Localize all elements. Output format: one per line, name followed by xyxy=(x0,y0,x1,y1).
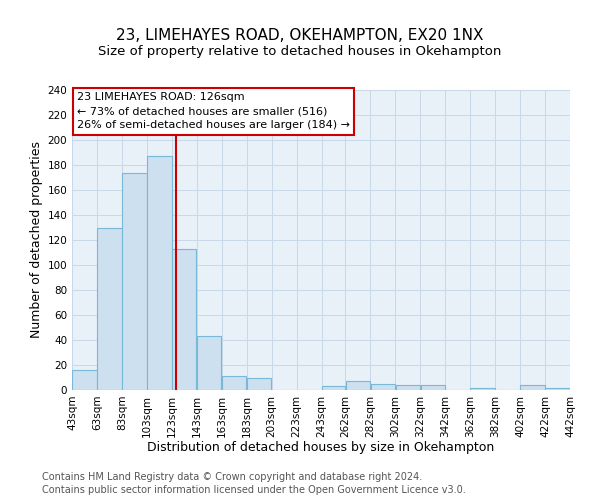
X-axis label: Distribution of detached houses by size in Okehampton: Distribution of detached houses by size … xyxy=(148,441,494,454)
Text: 23, LIMEHAYES ROAD, OKEHAMPTON, EX20 1NX: 23, LIMEHAYES ROAD, OKEHAMPTON, EX20 1NX xyxy=(116,28,484,42)
Bar xyxy=(520,385,545,390)
Text: Contains public sector information licensed under the Open Government Licence v3: Contains public sector information licen… xyxy=(42,485,466,495)
Bar xyxy=(322,386,345,390)
Bar xyxy=(97,228,122,390)
Bar xyxy=(122,172,146,390)
Bar xyxy=(247,378,271,390)
Text: 23 LIMEHAYES ROAD: 126sqm
← 73% of detached houses are smaller (516)
26% of semi: 23 LIMEHAYES ROAD: 126sqm ← 73% of detac… xyxy=(77,92,350,130)
Bar xyxy=(346,381,370,390)
Bar xyxy=(421,385,445,390)
Text: Size of property relative to detached houses in Okehampton: Size of property relative to detached ho… xyxy=(98,45,502,58)
Bar xyxy=(172,248,196,390)
Bar xyxy=(73,370,97,390)
Bar xyxy=(197,336,221,390)
Bar xyxy=(222,376,247,390)
Y-axis label: Number of detached properties: Number of detached properties xyxy=(30,142,43,338)
Bar xyxy=(147,156,172,390)
Text: Contains HM Land Registry data © Crown copyright and database right 2024.: Contains HM Land Registry data © Crown c… xyxy=(42,472,422,482)
Bar xyxy=(371,384,395,390)
Bar xyxy=(470,388,495,390)
Bar xyxy=(545,388,569,390)
Bar xyxy=(395,385,420,390)
